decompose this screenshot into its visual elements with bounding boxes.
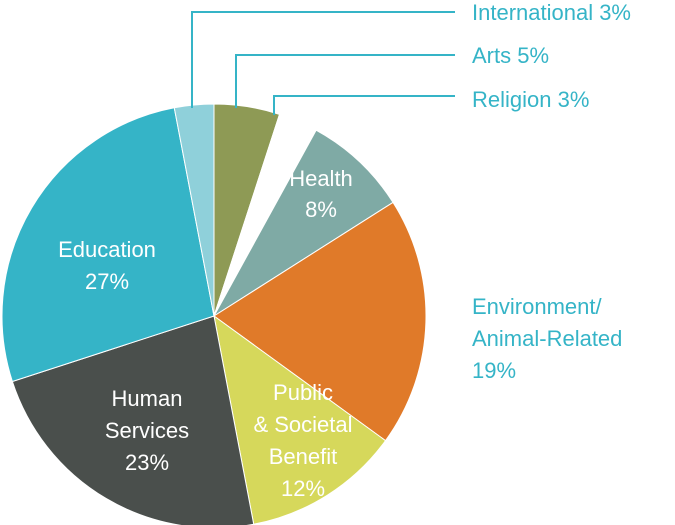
callout-line-international [191,11,455,108]
external-label-international: International 3% [472,0,631,25]
pie-slice-human [11,315,255,525]
callout-line-arts [235,54,455,108]
external-label-arts: Arts 5% [472,43,549,68]
slice-label-human: Human Services 23% [105,386,189,475]
pie-slice-public [213,314,387,525]
slice-label-health: Health 8% [289,166,353,222]
callout-lines [191,11,455,115]
callout-line-religion [273,95,455,115]
pie-slice-health [213,129,394,317]
pie-slice-education [1,107,215,383]
slice-label-education: Education 27% [58,237,156,294]
external-label-religion: Religion 3% [472,87,589,112]
external-label-environment: Environment/Animal-Related 19% [472,294,622,383]
pie-slice-international [173,103,215,317]
slice-label-public: Public & Societal Benefit 12% [253,380,352,501]
slice-labels: Arts 5% Religion 3% Health 8% Environment/An… [58,0,631,501]
pie-slices [1,103,427,525]
pie-slice-environment [213,201,427,442]
